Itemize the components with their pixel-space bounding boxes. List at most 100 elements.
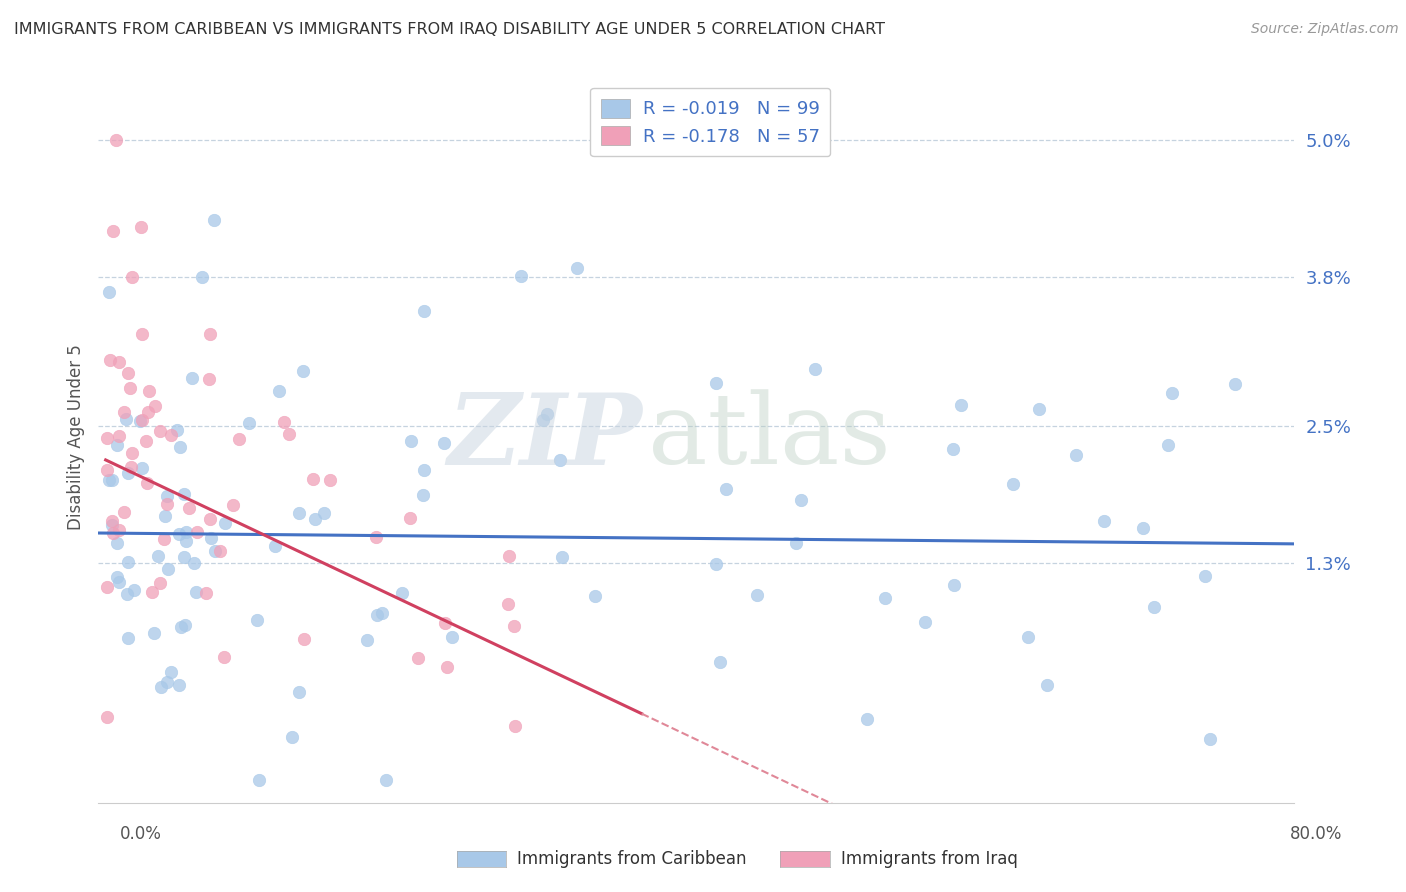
Point bbox=[117, 367, 139, 381]
Point bbox=[304, 512, 326, 526]
Point bbox=[292, 632, 315, 646]
Point bbox=[398, 511, 420, 525]
Point bbox=[96, 710, 118, 724]
Point bbox=[1340, 453, 1362, 467]
Point bbox=[1036, 677, 1059, 691]
Point bbox=[156, 489, 179, 503]
Point bbox=[135, 434, 157, 449]
Point bbox=[503, 619, 526, 633]
Point bbox=[129, 414, 152, 428]
Point bbox=[202, 213, 225, 227]
Point bbox=[292, 364, 315, 378]
Point bbox=[288, 506, 311, 520]
Point bbox=[434, 615, 457, 630]
Point bbox=[264, 539, 287, 553]
Point bbox=[212, 649, 235, 664]
Point bbox=[115, 412, 138, 426]
Point bbox=[149, 680, 172, 694]
Point bbox=[156, 562, 179, 576]
Point bbox=[96, 463, 118, 477]
Point bbox=[104, 133, 127, 147]
Point bbox=[105, 438, 128, 452]
Point bbox=[160, 665, 183, 679]
Point bbox=[186, 584, 208, 599]
Point bbox=[166, 423, 188, 437]
Point bbox=[124, 582, 146, 597]
Point bbox=[121, 446, 143, 460]
Point bbox=[785, 535, 807, 549]
Point bbox=[509, 269, 531, 284]
Point bbox=[191, 270, 214, 285]
Point bbox=[138, 405, 160, 419]
Point bbox=[200, 327, 222, 342]
Point bbox=[371, 606, 394, 620]
Point bbox=[406, 651, 429, 665]
Point bbox=[152, 532, 174, 546]
Point bbox=[709, 656, 731, 670]
Point bbox=[200, 531, 222, 545]
Point bbox=[318, 473, 340, 487]
Point bbox=[160, 427, 183, 442]
Point bbox=[436, 660, 458, 674]
Point bbox=[399, 434, 422, 448]
Point bbox=[281, 731, 304, 745]
Point bbox=[129, 220, 152, 235]
Point bbox=[412, 488, 434, 502]
Point bbox=[366, 530, 388, 544]
Point bbox=[1092, 515, 1115, 529]
Point bbox=[97, 473, 120, 487]
Point bbox=[503, 718, 526, 732]
Point bbox=[101, 473, 124, 487]
Point bbox=[375, 772, 398, 787]
Point bbox=[214, 516, 236, 530]
Point bbox=[198, 372, 221, 386]
Point bbox=[167, 527, 190, 541]
Point bbox=[117, 555, 139, 569]
Point bbox=[366, 607, 388, 622]
Point bbox=[177, 500, 200, 515]
Point bbox=[149, 576, 172, 591]
Point bbox=[97, 285, 120, 300]
Point bbox=[222, 498, 245, 512]
Text: Source: ZipAtlas.com: Source: ZipAtlas.com bbox=[1251, 22, 1399, 37]
Point bbox=[1161, 385, 1184, 400]
Point bbox=[186, 525, 208, 540]
Point bbox=[1143, 599, 1166, 614]
Point bbox=[1194, 568, 1216, 582]
Point bbox=[302, 472, 325, 486]
Point bbox=[246, 614, 269, 628]
Point bbox=[441, 631, 464, 645]
Point bbox=[551, 549, 574, 564]
Point bbox=[531, 413, 554, 427]
Point bbox=[101, 514, 124, 528]
Point bbox=[413, 463, 436, 477]
Point bbox=[108, 524, 131, 538]
Point bbox=[1225, 376, 1247, 391]
Point bbox=[141, 585, 163, 599]
Text: ZIP: ZIP bbox=[447, 389, 643, 485]
Point bbox=[112, 405, 135, 419]
Text: 0.0%: 0.0% bbox=[120, 825, 162, 843]
Point bbox=[146, 549, 169, 564]
Point bbox=[856, 712, 879, 726]
Point bbox=[704, 557, 727, 571]
Point bbox=[183, 556, 205, 570]
Point bbox=[155, 509, 177, 524]
Point bbox=[174, 617, 197, 632]
Point bbox=[950, 398, 973, 412]
Point bbox=[1132, 521, 1154, 535]
Point bbox=[914, 615, 936, 630]
Point bbox=[1199, 732, 1222, 747]
Point bbox=[131, 327, 153, 342]
Point bbox=[747, 588, 769, 602]
Point bbox=[138, 384, 160, 399]
Point bbox=[943, 577, 966, 591]
Point bbox=[170, 620, 193, 634]
Point bbox=[1156, 438, 1178, 452]
Point bbox=[583, 589, 606, 603]
Point bbox=[121, 459, 143, 474]
Point bbox=[121, 270, 143, 285]
Point bbox=[117, 631, 139, 645]
Point bbox=[112, 505, 135, 519]
Point bbox=[107, 570, 129, 584]
